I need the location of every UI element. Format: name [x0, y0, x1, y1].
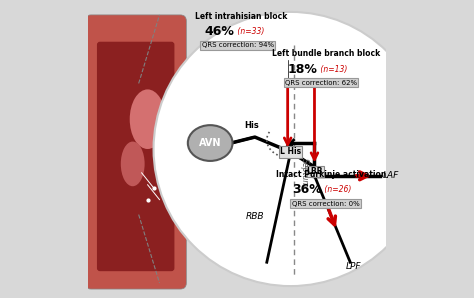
Ellipse shape — [121, 142, 145, 186]
Ellipse shape — [188, 125, 233, 161]
Text: 36%: 36% — [292, 183, 322, 196]
Circle shape — [154, 12, 428, 286]
Text: AVN: AVN — [199, 138, 221, 148]
Text: QRS correction: 0%: QRS correction: 0% — [292, 201, 359, 207]
Text: L His: L His — [280, 148, 301, 156]
Ellipse shape — [130, 89, 165, 149]
Text: LBB: LBB — [306, 167, 323, 176]
Text: LAF: LAF — [383, 171, 399, 180]
Text: Left bundle branch block: Left bundle branch block — [272, 49, 381, 58]
Text: Left intrahisian block: Left intrahisian block — [195, 12, 288, 21]
FancyBboxPatch shape — [97, 42, 174, 271]
Text: LPF: LPF — [346, 262, 361, 271]
Text: His: His — [245, 121, 259, 130]
Text: RBB: RBB — [246, 212, 264, 221]
Text: Intact Purkinje activation: Intact Purkinje activation — [276, 170, 386, 179]
Text: Septum: Septum — [300, 158, 309, 188]
Text: 46%: 46% — [204, 25, 234, 38]
FancyBboxPatch shape — [85, 15, 186, 289]
Text: 18%: 18% — [287, 63, 317, 76]
Text: QRS correction: 62%: QRS correction: 62% — [285, 80, 357, 86]
Text: QRS correction: 94%: QRS correction: 94% — [202, 42, 274, 48]
Text: (n=26): (n=26) — [322, 185, 352, 194]
Text: (n=13): (n=13) — [318, 65, 347, 74]
Text: (n=33): (n=33) — [235, 27, 264, 36]
